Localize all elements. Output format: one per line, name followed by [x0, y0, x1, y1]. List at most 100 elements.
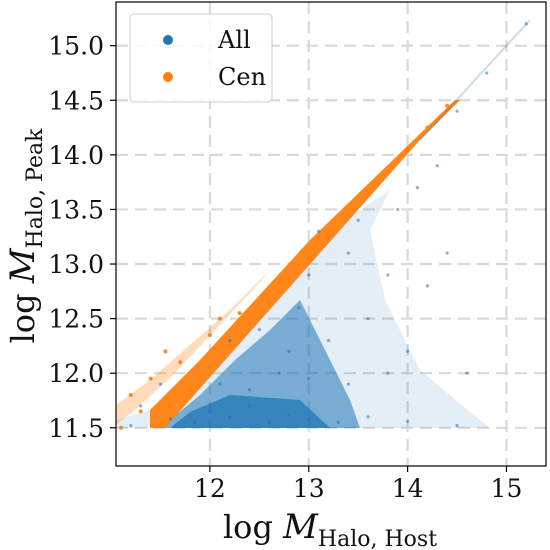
- cen-point: [326, 234, 331, 239]
- y-tick-label: 13.0: [48, 250, 104, 279]
- all-point: [277, 371, 281, 375]
- all-dense-core: [165, 300, 360, 428]
- cen-point: [188, 387, 193, 392]
- all-point: [307, 417, 311, 421]
- all-point: [228, 338, 232, 343]
- cen-point: [445, 103, 450, 108]
- x-tick-label: 14: [392, 474, 424, 503]
- all-point: [193, 420, 197, 424]
- x-axis-label-var: M: [282, 507, 319, 547]
- y-axis-label: log MHalo, Peak: [3, 128, 48, 344]
- cen-point: [207, 332, 212, 337]
- y-tick-label: 14.0: [48, 141, 104, 170]
- all-point: [435, 164, 439, 168]
- all-point: [455, 424, 459, 428]
- all-point: [366, 415, 370, 419]
- cen-point: [207, 365, 212, 370]
- y-tick-label: 14.5: [48, 86, 104, 115]
- all-point: [287, 413, 291, 417]
- cen-point: [306, 256, 311, 261]
- cen-point: [138, 409, 143, 414]
- cen-point: [237, 311, 242, 316]
- all-point: [366, 317, 370, 321]
- all-point: [247, 404, 252, 408]
- y-axis-label-sub: Halo, Peak: [23, 128, 48, 249]
- cen-point: [425, 125, 430, 130]
- y-tick-label: 12.0: [48, 359, 104, 388]
- all-point: [247, 387, 252, 392]
- cen-point: [366, 191, 371, 196]
- all-point: [485, 71, 489, 75]
- all-point: [524, 22, 528, 26]
- all-point: [307, 377, 311, 381]
- all-point: [465, 371, 469, 375]
- cen-point: [128, 393, 133, 398]
- x-tick-label: 13: [293, 474, 325, 503]
- all-point: [406, 419, 410, 423]
- plot-frame: [115, 1, 547, 467]
- all-point: [396, 207, 400, 212]
- y-tick-label: 13.5: [48, 195, 104, 224]
- cen-point: [286, 278, 291, 283]
- all-core-bottom: [170, 395, 330, 428]
- all-point: [158, 382, 163, 386]
- cen-point: [217, 316, 222, 321]
- all-point: [139, 404, 143, 408]
- all-point: [415, 186, 420, 190]
- y-tick-label: 11.5: [48, 414, 104, 443]
- all-point: [297, 306, 301, 310]
- series-cen-points: [118, 103, 450, 430]
- x-axis-label: log MHalo, Host: [223, 507, 437, 550]
- cen-point: [163, 349, 168, 354]
- all-point: [425, 284, 429, 288]
- all-point: [228, 415, 232, 419]
- legend-marker-all: [163, 35, 173, 45]
- all-point: [307, 273, 311, 277]
- x-axis-label-sub: Halo, Host: [318, 527, 437, 550]
- all-point: [317, 229, 321, 233]
- all-point: [287, 349, 291, 353]
- x-tick-label: 12: [194, 474, 226, 503]
- y-tick-label: 15.0: [48, 32, 104, 61]
- legend-label-all: All: [217, 26, 251, 54]
- cen-point: [158, 423, 163, 428]
- y-tick-label: 12.5: [48, 305, 104, 334]
- cen-point: [178, 360, 183, 365]
- cen-point: [168, 403, 173, 408]
- all-point: [326, 338, 331, 343]
- legend: All Cen: [129, 13, 273, 103]
- all-point: [445, 251, 449, 255]
- all-point: [356, 218, 360, 222]
- all-point: [168, 417, 172, 421]
- all-point: [386, 371, 390, 375]
- cen-point: [227, 343, 232, 348]
- all-point: [406, 349, 410, 353]
- series-all-points: [129, 22, 528, 428]
- cen-point: [148, 376, 153, 381]
- all-point: [208, 409, 212, 414]
- legend-label-cen: Cen: [218, 63, 266, 91]
- all-point: [336, 420, 341, 424]
- all-point: [346, 251, 350, 255]
- y-axis-label-base: log: [4, 283, 42, 343]
- all-point: [257, 327, 261, 332]
- legend-marker-cen: [163, 72, 173, 82]
- all-diagonal-trace: [419, 19, 531, 141]
- x-tick-label: 15: [491, 474, 523, 503]
- cen-point: [346, 212, 351, 217]
- cen-point: [385, 169, 390, 174]
- cen-point: [118, 425, 123, 430]
- all-point: [346, 382, 350, 386]
- all-point: [455, 109, 459, 113]
- all-point: [129, 424, 133, 428]
- cen-scatter-cloud: [116, 270, 270, 425]
- axis-ticks: 12 13 14 15 11.5 12.0 12.5 13.0 13.5 14.0 14.5 15.0: [48, 32, 522, 503]
- plot-area: [116, 19, 531, 430]
- cen-band: [150, 100, 460, 428]
- all-point: [386, 273, 390, 277]
- cen-point: [267, 300, 272, 305]
- cen-point: [405, 147, 410, 152]
- all-point: [218, 382, 222, 386]
- cen-point: [247, 322, 252, 327]
